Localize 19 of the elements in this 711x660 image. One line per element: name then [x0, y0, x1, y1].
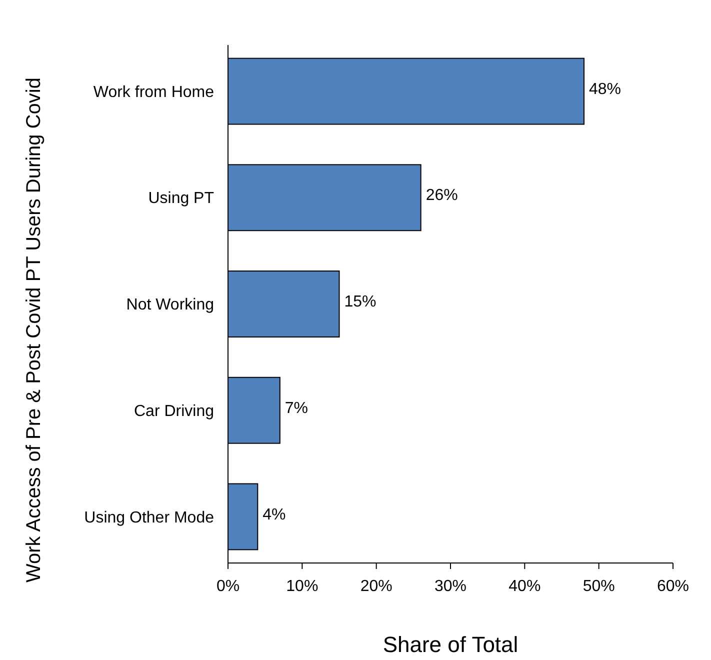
y-tick-label: Not Working — [126, 296, 214, 314]
y-tick-label: Using Other Mode — [84, 509, 214, 526]
x-tick-label: 0% — [216, 578, 240, 596]
y-axis-title: Work Access of Pre & Post Covid PT Users During Covid — [23, 78, 45, 582]
data-label: 48% — [589, 80, 622, 98]
x-tick-label: 50% — [582, 578, 615, 596]
y-tick-label: Car Driving — [134, 402, 214, 420]
y-tick-label: Work from Home — [93, 84, 214, 101]
y-tick-label: Using PT — [148, 190, 214, 208]
x-tick-label: 10% — [286, 578, 318, 596]
data-label: 15% — [344, 294, 376, 311]
data-label: 26% — [426, 187, 458, 204]
x-tick-label: 30% — [434, 578, 467, 596]
x-tick-label: 20% — [360, 578, 392, 596]
x-axis-title: Share of Total — [382, 632, 518, 657]
x-tick-label: 60% — [656, 578, 690, 596]
x-tick-label: 40% — [508, 578, 541, 596]
data-label: 7% — [284, 400, 308, 417]
data-label: 4% — [262, 506, 286, 524]
